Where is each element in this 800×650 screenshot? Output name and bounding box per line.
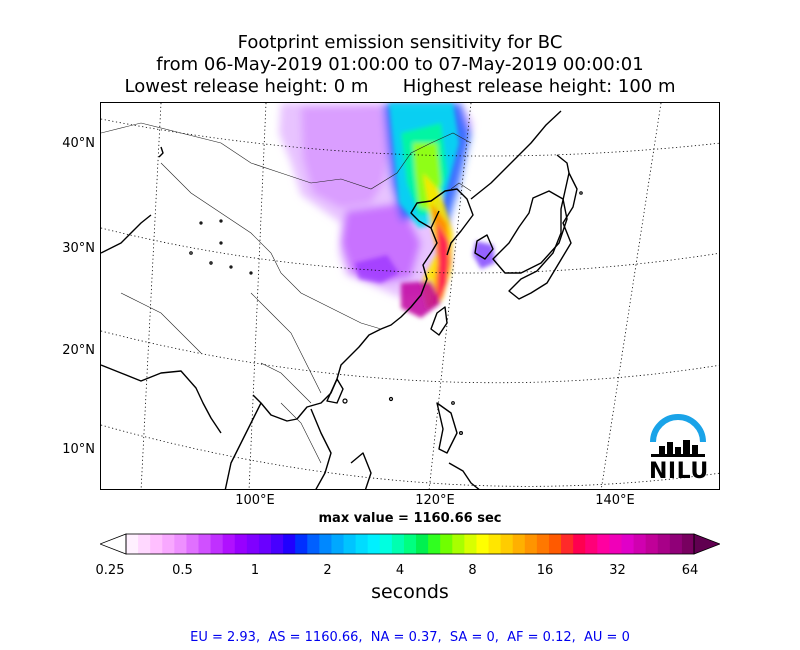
- colorbar-cell: [403, 534, 417, 554]
- colorbar-cell: [186, 534, 200, 554]
- colorbar-tick-label: 8: [468, 563, 477, 578]
- colorbar-cell: [283, 534, 296, 554]
- colorbar-cell: [331, 534, 345, 554]
- map-canvas: [101, 103, 719, 489]
- colorbar-tick-label: 2: [323, 563, 332, 578]
- graticule: [101, 103, 719, 489]
- colorbar-cell: [234, 534, 248, 554]
- colorbar-cell: [585, 534, 598, 554]
- colorbar-cell: [633, 534, 647, 554]
- colorbar-cell: [198, 534, 212, 554]
- colorbar-cell: [621, 534, 635, 554]
- footprint-plume: [279, 103, 495, 318]
- colorbar-tick-label: 4: [395, 563, 405, 578]
- colorbar-cell: [162, 534, 175, 554]
- colorbar-cell: [476, 534, 490, 554]
- colorbar-cell: [464, 534, 478, 554]
- colorbar-tick-label: 32: [609, 563, 626, 578]
- lat-label-10n: 10°N: [62, 442, 95, 457]
- colorbar-cell: [271, 534, 284, 554]
- colorbar-cell: [561, 534, 574, 554]
- colorbar-unit-label: seconds: [371, 581, 449, 603]
- colorbar-cell: [500, 534, 514, 554]
- colorbar-cell: [669, 534, 683, 554]
- colorbar-cell: [657, 534, 671, 554]
- colorbar-cell: [488, 534, 502, 554]
- colorbar-cell: [512, 534, 526, 554]
- lon-label-140e: 140°E: [595, 493, 635, 508]
- colorbar-cell: [295, 534, 308, 554]
- colorbar-cell: [246, 534, 260, 554]
- lon-label-120e: 120°E: [415, 493, 455, 508]
- map-title-line3: Lowest release height: 0 m Highest relea…: [124, 76, 676, 97]
- colorbar-cell: [355, 534, 369, 554]
- colorbar-low-extend: [100, 533, 127, 555]
- colorbar-cell: [210, 534, 224, 554]
- country-borders: [101, 122, 472, 464]
- lat-label-30n: 30°N: [62, 241, 95, 256]
- colorbar-cell: [174, 534, 188, 554]
- colorbar-cell: [307, 534, 320, 554]
- colorbar-cell: [258, 534, 272, 554]
- colorbar-cell: [222, 534, 236, 554]
- colorbar-cell: [343, 534, 357, 554]
- colorbar: [100, 533, 720, 555]
- colorbar-cell: [440, 534, 453, 554]
- colorbar-cell: [452, 534, 465, 554]
- colorbar-cell: [319, 534, 333, 554]
- colorbar-cell: [609, 534, 623, 554]
- colorbar-cell: [391, 534, 405, 554]
- colorbar-cell: [138, 534, 151, 554]
- colorbar-cell: [681, 534, 695, 554]
- colorbar-cell: [573, 534, 586, 554]
- colorbar-cell: [548, 534, 562, 554]
- colorbar-high-extend: [693, 533, 720, 555]
- colorbar-cell: [126, 534, 139, 554]
- colorbar-cell: [597, 534, 611, 554]
- colorbar-tick-label: 0.5: [172, 563, 193, 578]
- lat-label-20n: 20°N: [62, 343, 95, 358]
- max-value-label: max value = 1160.66 sec: [318, 511, 502, 526]
- lon-label-100e: 100°E: [235, 493, 275, 508]
- colorbar-cell: [536, 534, 550, 554]
- colorbar-tick-label: 0.25: [95, 563, 125, 578]
- lat-label-40n: 40°N: [62, 136, 95, 151]
- map-title-line1: Footprint emission sensitivity for BC: [237, 32, 563, 53]
- region-values-line: EU = 2.93, AS = 1160.66, NA = 0.37, SA =…: [190, 630, 630, 645]
- coastlines: [101, 110, 578, 489]
- nilu-logo-icon: [650, 414, 706, 457]
- colorbar-cell: [379, 534, 393, 554]
- colorbar-tick-label: 1: [250, 563, 260, 578]
- islands: [189, 191, 583, 436]
- colorbar-cell: [416, 534, 429, 554]
- nilu-logo-text: NILU: [649, 459, 709, 484]
- colorbar-tick-label: 16: [536, 563, 554, 578]
- colorbar-cell: [645, 534, 659, 554]
- map-panel: [100, 102, 720, 490]
- colorbar-cell: [150, 534, 163, 554]
- colorbar-cell: [367, 534, 381, 554]
- colorbar-cell: [428, 534, 441, 554]
- colorbar-cell: [524, 534, 538, 554]
- colorbar-tick-label: 64: [681, 563, 699, 578]
- map-title-line2: from 06-May-2019 01:00:00 to 07-May-2019…: [156, 54, 644, 75]
